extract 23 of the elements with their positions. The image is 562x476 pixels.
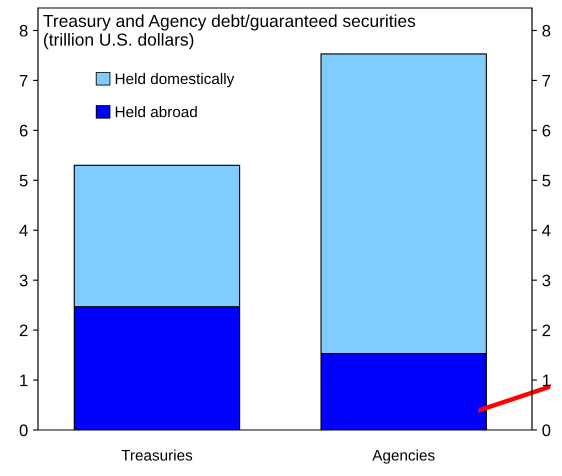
y2-tick-label: 4 bbox=[542, 224, 551, 236]
y-tick-label: 3 bbox=[20, 274, 28, 286]
y-tick-label: 0 bbox=[20, 424, 28, 436]
y-tick-label: 1 bbox=[20, 374, 28, 386]
y-tick-label: 7 bbox=[20, 74, 28, 86]
y2-tick-label: 6 bbox=[542, 124, 550, 137]
y2-tick-label: 7 bbox=[542, 74, 550, 86]
y-tick-label: 5 bbox=[20, 174, 28, 186]
legend-label: Held domestically bbox=[116, 72, 234, 88]
y-tick-label: 4 bbox=[19, 224, 28, 236]
x-tick-label: Treasuries bbox=[121, 449, 192, 461]
y2-tick-label: 5 bbox=[542, 174, 550, 186]
y2-tick-label: 8 bbox=[542, 24, 550, 37]
y2-tick-label: 0 bbox=[542, 424, 550, 436]
y2-tick-label: 3 bbox=[542, 274, 550, 286]
legend-label: Held abroad bbox=[116, 106, 197, 118]
x-tick-label: Agencies bbox=[372, 449, 435, 464]
y-tick-label: 6 bbox=[20, 124, 28, 137]
y2-tick-label: 1 bbox=[542, 374, 550, 386]
y-tick-label: 2 bbox=[20, 324, 28, 336]
y2-tick-label: 2 bbox=[542, 324, 550, 336]
text: Treasury and Agency debt/guaranteed securities (trillion U.S. dollars) bbox=[43, 14, 416, 50]
y-tick-label: 8 bbox=[20, 24, 28, 37]
